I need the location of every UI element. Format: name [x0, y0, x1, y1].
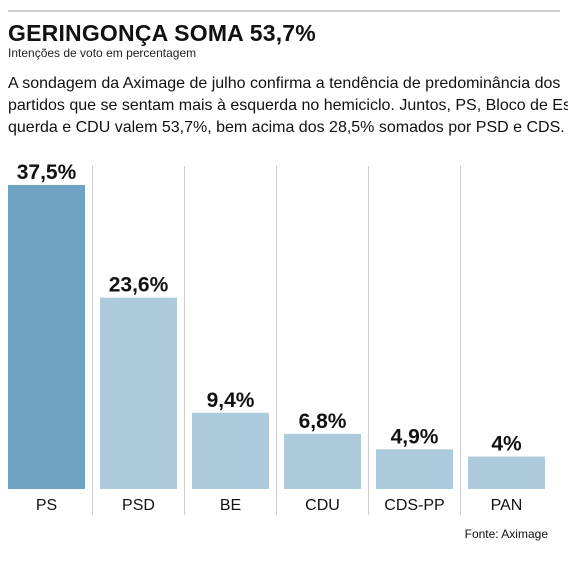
- description-line: partidos que se sentam mais à esquerda n…: [8, 97, 568, 114]
- bar-value-label: 37,5%: [17, 161, 77, 184]
- bar-value-label: 6,8%: [299, 410, 347, 433]
- bar: [192, 412, 269, 489]
- bar: [284, 433, 361, 489]
- bar: [100, 297, 177, 489]
- category-label: CDU: [305, 497, 340, 514]
- bar-value-label: 4%: [491, 433, 522, 456]
- bar-value-label: 23,6%: [109, 274, 169, 297]
- category-label: PAN: [491, 497, 523, 514]
- chart-subtitle: Intenções de voto em percentagem: [8, 46, 197, 60]
- bar: [468, 456, 545, 489]
- chart-title: GERINGONÇA SOMA 53,7%: [8, 20, 316, 46]
- top-rule: [8, 10, 560, 12]
- description-line: querda e CDU valem 53,7%, bem acima dos …: [8, 119, 565, 136]
- chart-description: A sondagem da Aximage de julho confirma …: [8, 73, 568, 139]
- bar: [376, 449, 453, 489]
- source-note: Fonte: Aximage: [464, 527, 548, 541]
- category-label: PS: [36, 497, 57, 514]
- category-label: BE: [220, 497, 241, 514]
- description-line: A sondagem da Aximage de julho confirma …: [8, 75, 561, 92]
- bar-value-label: 9,4%: [207, 389, 255, 412]
- category-label: CDS-PP: [384, 497, 444, 514]
- category-label: PSD: [122, 497, 155, 514]
- bar: [8, 185, 85, 489]
- bar-value-label: 4,9%: [391, 425, 439, 448]
